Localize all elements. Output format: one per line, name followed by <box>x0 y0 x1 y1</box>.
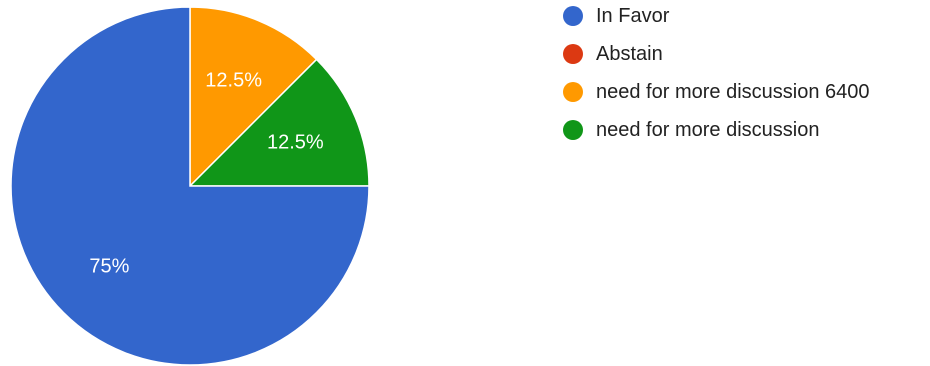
legend-label: need for more discussion 6400 <box>596 80 870 103</box>
pie-slice-in-favor <box>10 6 370 366</box>
slice-label: 75% <box>89 256 129 278</box>
pie-svg: 12.5% 12.5% 75% <box>10 6 370 366</box>
legend-item: need for more discussion <box>563 119 870 141</box>
legend-item: Abstain <box>563 43 870 65</box>
pie-slice-need-for-more-discussion <box>188 58 370 187</box>
legend-swatch <box>563 6 583 26</box>
slice-label: 12.5% <box>205 70 262 92</box>
chart-legend: In Favor Abstain need for more discussion … <box>563 5 870 157</box>
legend-label: Abstain <box>596 42 663 65</box>
pie-slices <box>10 6 370 366</box>
legend-item: In Favor <box>563 5 870 27</box>
slice-label: 12.5% <box>267 131 324 153</box>
pie-slice-labels: 12.5% 12.5% 75% <box>89 70 324 278</box>
legend-swatch <box>563 120 583 140</box>
pie-slice-need-for-more-discussion-6400 <box>189 6 318 188</box>
legend-label: need for more discussion <box>596 118 820 141</box>
legend-item: need for more discussion 6400 <box>563 81 870 103</box>
legend-swatch <box>563 44 583 64</box>
legend-swatch <box>563 82 583 102</box>
legend-label: In Favor <box>596 4 670 27</box>
